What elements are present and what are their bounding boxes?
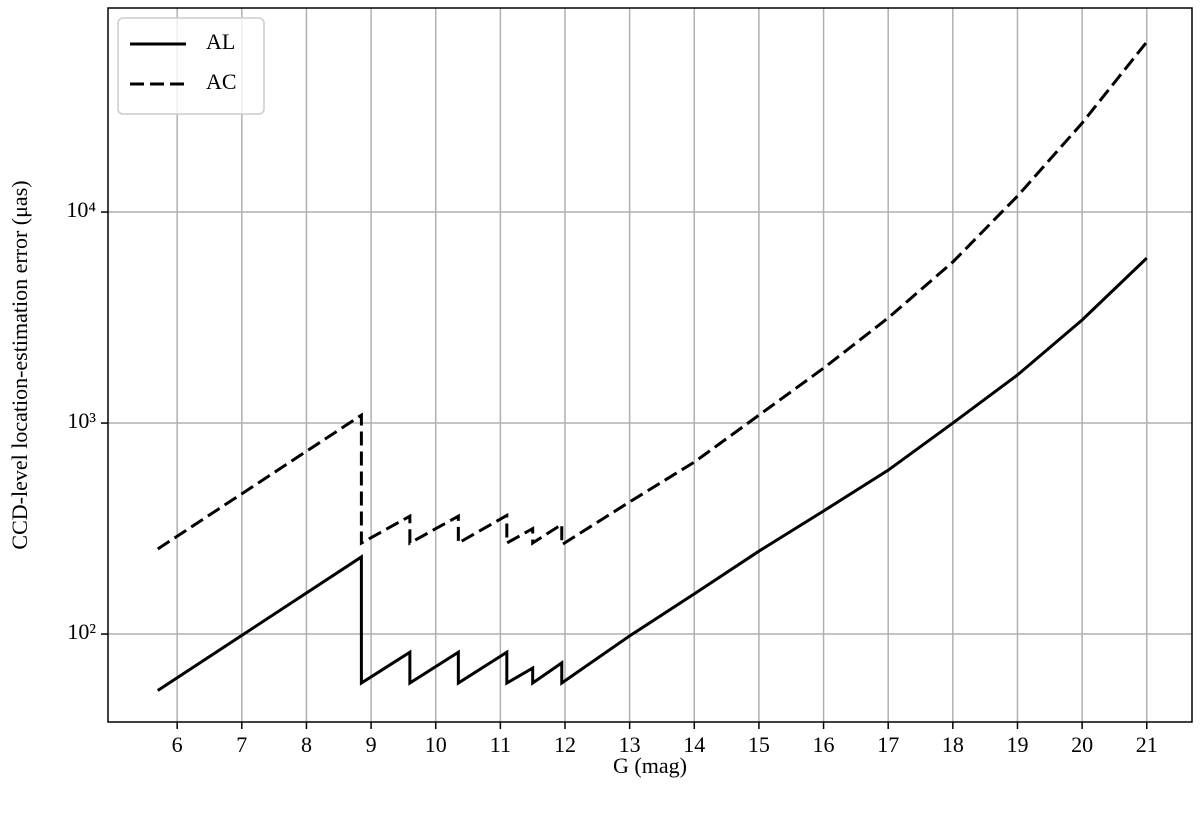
x-tick-label: 10 — [425, 732, 447, 757]
line-series — [156, 41, 1148, 551]
x-tick-label: 21 — [1136, 732, 1158, 757]
legend-label: AC — [206, 69, 237, 94]
line-series — [156, 257, 1148, 692]
x-axis-label: G (mag) — [613, 753, 687, 778]
x-tick-label: 9 — [366, 732, 377, 757]
x-tick-label: 14 — [683, 732, 705, 757]
x-tick-label: 8 — [301, 732, 312, 757]
y-tick-label: 10⁴ — [66, 197, 96, 222]
x-tick-label: 19 — [1006, 732, 1028, 757]
y-tick-label: 10³ — [67, 408, 96, 433]
x-tick-label: 12 — [554, 732, 576, 757]
y-tick-label: 10² — [67, 619, 96, 644]
x-tick-label: 18 — [942, 732, 964, 757]
x-tick-label: 7 — [236, 732, 247, 757]
x-tick-label: 13 — [619, 732, 641, 757]
legend-label: AL — [206, 29, 235, 54]
x-tick-label: 11 — [490, 732, 511, 757]
x-tick-label: 17 — [877, 732, 899, 757]
x-tick-label: 20 — [1071, 732, 1093, 757]
y-axis-label: CCD-level location-estimation error (μas… — [7, 180, 32, 549]
plot-frame — [107, 7, 1193, 723]
legend-box — [117, 17, 265, 115]
x-tick-label: 16 — [813, 732, 835, 757]
x-tick-label: 6 — [172, 732, 183, 757]
x-tick-label: 15 — [748, 732, 770, 757]
